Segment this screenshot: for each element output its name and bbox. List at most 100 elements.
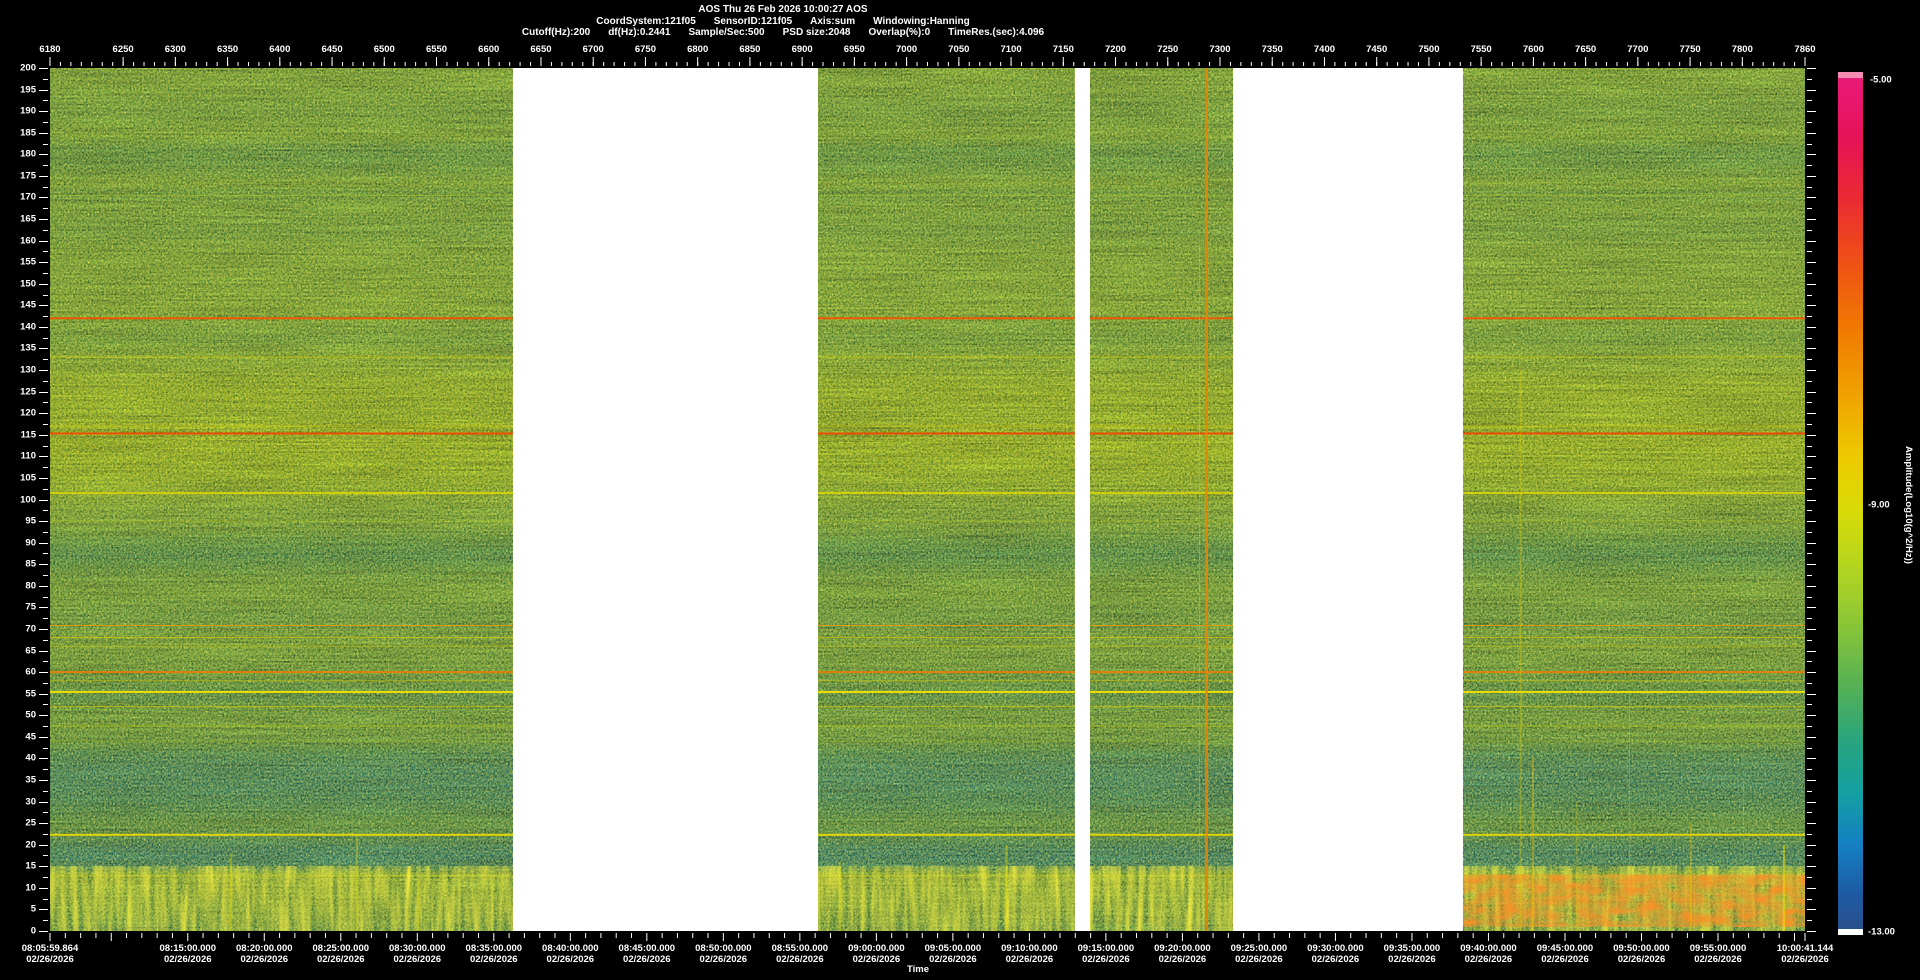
top-axis-label: 6650 (530, 44, 552, 55)
time-tick: 09:05:00.000 02/26/2026 (925, 943, 982, 965)
date-tick-label: 02/26/2026 (1541, 954, 1589, 965)
spectral-line (50, 317, 1805, 320)
time-tick-label: 10:00:41.144 (1776, 943, 1834, 954)
date-tick-label: 02/26/2026 (776, 954, 824, 965)
top-axis-label: 6900 (791, 44, 813, 55)
top-axis-label: 7200 (1104, 44, 1127, 55)
freq-axis-label: 120 (20, 407, 36, 419)
freq-axis-label: 10 (25, 882, 36, 894)
freq-axis-label: 165 (20, 213, 36, 225)
time-tick-label: 09:35:00.000 (1383, 943, 1441, 954)
freq-axis-label: 40 (25, 752, 36, 764)
freq-axis-label: 30 (25, 796, 36, 808)
top-axis-label: 7600 (1522, 44, 1544, 55)
spectral-line (50, 706, 1805, 708)
date-tick-label: 02/26/2026 (163, 954, 212, 965)
date-tick-label: 02/26/2026 (1388, 954, 1436, 965)
date-tick-label: 02/26/2026 (699, 954, 748, 965)
data-gap (512, 68, 818, 931)
freq-axis-label: 105 (20, 472, 36, 484)
date-tick-label: 02/26/2026 (26, 954, 74, 965)
time-tick: 08:30:00.000 02/26/2026 (389, 943, 446, 965)
spectral-line (50, 690, 1805, 693)
transient-bursts (1462, 874, 1805, 927)
freq-axis-label: 95 (25, 515, 36, 527)
freq-axis-label: 100 (20, 494, 36, 505)
data-gap (1074, 68, 1091, 931)
freq-axis-label: 60 (25, 666, 36, 678)
time-tick-label: 08:20:00.000 (236, 943, 293, 954)
event-streak (1782, 844, 1785, 931)
time-tick: 09:40:00.000 02/26/2026 (1460, 943, 1517, 965)
freq-axis-label: 190 (20, 105, 36, 117)
event-streak (1005, 844, 1008, 931)
header-param: SensorID:121f05 (713, 15, 793, 27)
time-tick-label: 08:50:00.000 (695, 943, 752, 954)
event-streak (1205, 68, 1209, 931)
spectrogram-plot[interactable] (50, 68, 1805, 931)
date-tick-label: 02/26/2026 (546, 954, 595, 965)
date-tick-label: 02/26/2026 (1781, 954, 1829, 965)
time-tick-label: 08:45:00.000 (618, 943, 676, 954)
header-param: TimeRes.(sec):4.096 (948, 27, 1045, 38)
top-axis-label: 6800 (687, 44, 709, 55)
top-axis-label: 7300 (1209, 44, 1231, 55)
freq-axis-label: 35 (25, 774, 36, 786)
date-tick-label: 02/26/2026 (470, 954, 518, 965)
top-axis-label: 6300 (164, 44, 186, 55)
freq-axis-label: 50 (25, 709, 36, 721)
freq-axis-label: 125 (20, 386, 36, 398)
top-axis-label: 6500 (373, 44, 395, 55)
date-tick-label: 02/26/2026 (316, 954, 365, 965)
top-axis-label: 6750 (634, 44, 657, 55)
freq-axis-label: 55 (25, 688, 36, 700)
spectral-line (50, 833, 1805, 836)
time-tick: 08:55:00.000 02/26/2026 (772, 943, 829, 965)
freq-axis-label: 155 (20, 256, 36, 268)
header-param: Sample/Sec:500 (688, 27, 765, 38)
top-axis-label: 6450 (321, 44, 343, 55)
time-tick-label: 09:20:00.000 (1154, 943, 1211, 954)
header-param: PSD size:2048 (782, 27, 851, 38)
time-tick: 09:45:00.000 02/26/2026 (1537, 943, 1594, 965)
freq-axis-label: 85 (25, 558, 36, 570)
freq-axis-label: 45 (25, 731, 36, 743)
header-param: Axis:sum (810, 15, 856, 27)
time-tick: 09:55:00.000 02/26/2026 (1690, 943, 1747, 965)
freq-axis-label: 15 (25, 860, 36, 872)
date-tick-label: 02/26/2026 (1158, 954, 1207, 965)
colorbar[interactable] (1838, 72, 1863, 935)
top-axis-label: 6850 (739, 44, 761, 55)
freq-axis-label: 195 (20, 84, 36, 96)
header-param: CoordSystem:121f05 (596, 15, 696, 27)
time-tick: 09:20:00.000 02/26/2026 (1154, 943, 1211, 965)
time-tick: 08:40:00.000 02/26/2026 (542, 943, 599, 965)
time-tick: 10:00:41.144 02/26/2026 (1777, 943, 1834, 965)
freq-axis-label: 5 (30, 903, 36, 915)
time-tick-label: 09:00:00.000 (848, 943, 905, 954)
top-axis-label: 7250 (1157, 44, 1179, 55)
freq-axis-label: 70 (25, 623, 36, 635)
event-streak (1689, 823, 1692, 931)
event-streak (418, 879, 420, 931)
event-streak (1199, 240, 1201, 931)
colorbar-gradient[interactable] (1838, 78, 1863, 929)
freq-axis-label: 25 (25, 817, 36, 829)
freq-axis-label: 75 (25, 601, 36, 613)
colorbar-label-mid: -9.00 (1868, 499, 1890, 511)
date-tick-label: 02/26/2026 (393, 954, 442, 965)
time-tick-label: 09:55:00.000 (1689, 943, 1747, 954)
top-axis-label: 6700 (582, 44, 604, 55)
time-tick-label: 08:55:00.000 (771, 943, 829, 954)
header-title: AOS Thu 26 Feb 2026 10:00:27 AOS (698, 4, 868, 15)
top-axis-label: 6350 (217, 44, 239, 55)
time-tick-label: 09:05:00.000 (924, 943, 982, 954)
time-tick-label: 09:45:00.000 (1536, 943, 1594, 954)
freq-axis-label: 185 (20, 127, 36, 139)
colorbar-label-max: -5.00 (1870, 74, 1892, 86)
time-tick-label: 09:15:00.000 (1077, 943, 1135, 954)
date-tick-label: 02/26/2026 (1235, 954, 1283, 965)
time-tick: 08:15:00.000 02/26/2026 (159, 943, 216, 965)
freq-axis-label: 115 (20, 429, 36, 441)
freq-axis-label: 140 (20, 321, 36, 333)
